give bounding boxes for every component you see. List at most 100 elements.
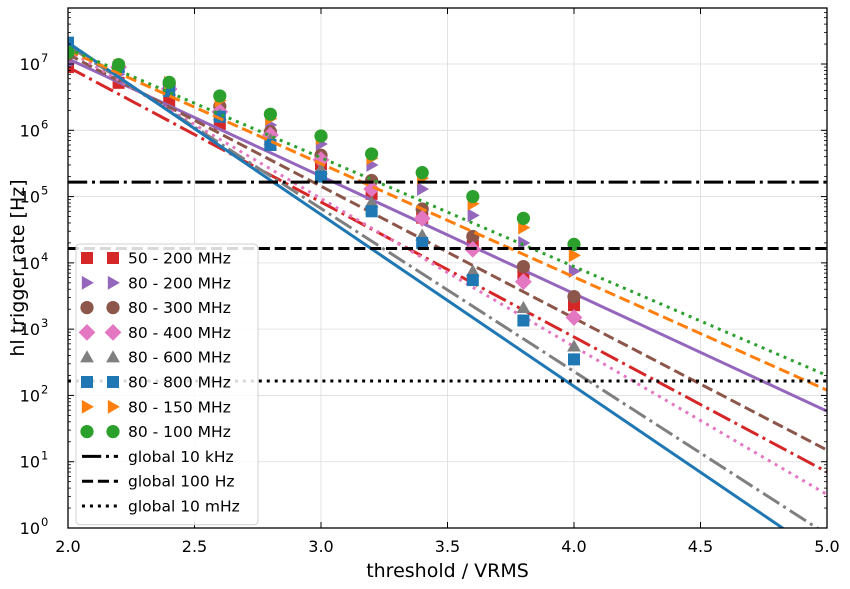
data-point [516, 211, 531, 225]
data-point [466, 274, 479, 287]
legend-marker [78, 324, 96, 341]
series-line [68, 49, 827, 392]
x-tick-label: 2.5 [182, 537, 207, 556]
x-tick-label: 4.5 [688, 537, 713, 556]
axis-ticks: 2.0 2.5 3.0 3.5 4.0 4.5 5.010 010 110 210 310 410 51… [20, 7, 840, 556]
data-point [565, 309, 583, 326]
series-line [68, 41, 786, 528]
data-point [467, 208, 480, 223]
data-point [263, 107, 277, 121]
data-point [68, 45, 75, 59]
data-point [413, 209, 431, 227]
y-axis-label: hl trigger rate [Hz] [7, 179, 29, 356]
data-point [568, 248, 581, 263]
data-point [466, 189, 480, 204]
data-point [415, 166, 429, 180]
legend-label: 80 - 150 MHz [128, 398, 231, 416]
data-point [567, 339, 581, 352]
data-point [516, 300, 531, 313]
legend-marker [107, 399, 120, 414]
data-point [112, 57, 126, 72]
x-tick-label: 4.0 [561, 537, 586, 556]
x-axis-label: threshold / VRMS [366, 560, 529, 582]
legend-marker [81, 252, 93, 264]
y-tick-label: 10 [20, 320, 40, 339]
legend-entry: 80 - 800 MHz [81, 374, 231, 392]
legend-label: 80 - 600 MHz [128, 349, 231, 367]
legend-label: 80 - 800 MHz [128, 374, 231, 392]
series-line [68, 47, 827, 377]
legend-entry: 80 - 600 MHz [80, 349, 231, 367]
data-point [213, 89, 227, 103]
data-point [365, 147, 379, 161]
legend-label: 80 - 300 MHz [128, 299, 231, 317]
legend-entry: global 10 kHz [82, 448, 234, 466]
data-point [416, 236, 429, 249]
legend-label: 80 - 400 MHz [128, 324, 231, 342]
series-layer [68, 36, 827, 528]
legend-marker [104, 324, 122, 341]
legend-marker [81, 399, 94, 414]
legend-label: global 100 Hz [128, 473, 235, 491]
y-tick-label-exponent: 0 [41, 515, 48, 529]
legend-marker [107, 275, 120, 290]
legend-marker [80, 350, 94, 363]
y-tick-label: 10 [20, 121, 40, 140]
series-line [68, 49, 827, 496]
legend-label: 80 - 100 MHz [128, 423, 231, 441]
x-tick-label: 2.0 [55, 537, 80, 556]
legend-entry: 50 - 200 MHz [81, 250, 231, 268]
data-point [162, 75, 176, 89]
data-point [417, 182, 430, 196]
legend-marker [81, 275, 94, 290]
y-tick-label-exponent: 3 [41, 316, 48, 330]
legend-marker [106, 301, 120, 315]
data-point [465, 264, 480, 277]
series-line [68, 65, 827, 474]
y-tick-label: 10 [20, 55, 40, 74]
series-line [68, 57, 827, 413]
data-point [516, 259, 531, 274]
legend-entry: 80 - 150 MHz [81, 398, 231, 416]
data-point [264, 139, 277, 152]
legend-entry: 80 - 100 MHz [80, 423, 231, 441]
legend-label: 50 - 200 MHz [128, 250, 231, 268]
data-point [518, 236, 531, 250]
legend-marker [106, 425, 120, 439]
data-point [567, 289, 581, 304]
x-tick-label: 3.5 [435, 537, 460, 556]
legend-entry: 80 - 300 MHz [80, 299, 231, 317]
y-tick-label-exponent: 1 [41, 449, 48, 463]
series-line [68, 44, 820, 528]
y-tick-label-exponent: 2 [41, 382, 48, 396]
data-point [364, 195, 379, 208]
y-tick-label: 10 [20, 386, 40, 405]
legend-label: global 10 mHz [128, 498, 240, 516]
legend-label: global 10 kHz [128, 448, 234, 466]
y-tick-label-exponent: 6 [41, 117, 48, 131]
data-point [314, 129, 328, 143]
data-point [517, 314, 530, 327]
legend-marker [80, 301, 94, 315]
series-7 [68, 45, 827, 377]
data-point [365, 205, 378, 218]
legend-marker [107, 252, 119, 264]
data-point [568, 353, 580, 366]
y-tick-label-exponent: 7 [41, 51, 48, 65]
legend-entry: global 10 mHz [82, 498, 240, 516]
legend-box [75, 243, 259, 526]
legend-marker [81, 376, 93, 388]
legend-marker [107, 376, 119, 388]
y-tick-label-exponent: 5 [41, 184, 48, 198]
legend-marker [106, 350, 120, 363]
data-point [315, 170, 327, 183]
y-tick-label-exponent: 4 [41, 250, 48, 264]
legend-entry: 80 - 200 MHz [81, 274, 231, 292]
x-tick-label: 3.0 [308, 537, 333, 556]
y-tick-label: 10 [20, 254, 40, 273]
legend: 50 - 200 MHz 80 - 200 MHz 80 - 300 MHz 80 -… [75, 243, 259, 526]
legend-entry: 80 - 400 MHz [78, 324, 231, 342]
x-tick-label: 5.0 [814, 537, 839, 556]
data-point [515, 273, 532, 291]
